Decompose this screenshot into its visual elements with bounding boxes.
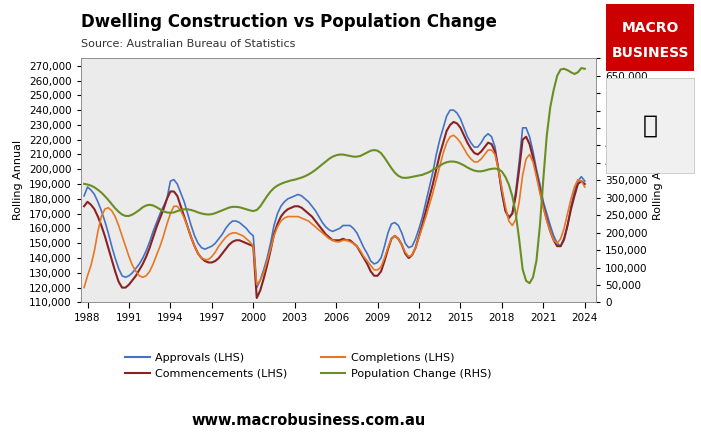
Text: BUSINESS: BUSINESS xyxy=(611,45,689,60)
Text: Dwelling Construction vs Population Change: Dwelling Construction vs Population Chan… xyxy=(81,13,496,31)
Text: 🐺: 🐺 xyxy=(643,113,658,137)
Legend: Approvals (LHS), Commencements (LHS), Completions (LHS), Population Change (RHS): Approvals (LHS), Commencements (LHS), Co… xyxy=(121,349,496,383)
Y-axis label: Rolling Annual: Rolling Annual xyxy=(13,140,23,220)
Text: www.macrobusiness.com.au: www.macrobusiness.com.au xyxy=(191,413,426,428)
Y-axis label: Rolling Annual: Rolling Annual xyxy=(653,140,663,220)
Text: Source: Australian Bureau of Statistics: Source: Australian Bureau of Statistics xyxy=(81,39,295,49)
Text: MACRO: MACRO xyxy=(622,21,679,35)
